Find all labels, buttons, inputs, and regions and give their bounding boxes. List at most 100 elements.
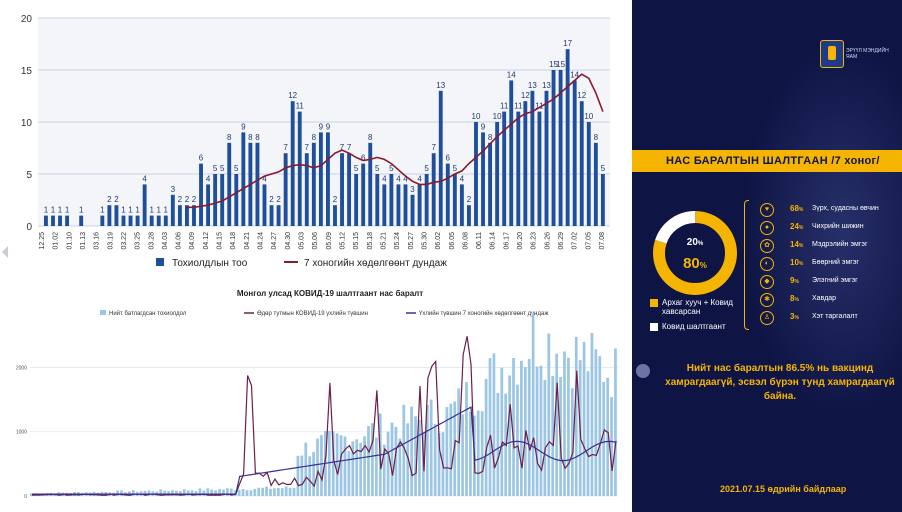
legend2-label-daily: Өдөр тутмын КОВИД-19 үхлийн түвшин	[257, 310, 368, 317]
bar-value-label: 8	[248, 133, 253, 142]
confirmed-bar	[190, 490, 194, 496]
x-tick-label: 06.02	[435, 232, 442, 250]
chart2-title: Монгол улсад КОВИД-19 шалтгаант нас бара…	[237, 290, 423, 298]
cause-row: ♙ 3% Хэт таргалалт	[760, 310, 900, 326]
cause-percent: 14%	[790, 240, 804, 249]
x-tick-label: 06.26	[544, 232, 551, 250]
bar-value-label: 6	[361, 154, 366, 163]
case-bar	[44, 215, 48, 226]
bar-value-label: 5	[234, 164, 239, 173]
cause-percent: 10%	[790, 258, 804, 267]
confirmed-bar	[398, 438, 402, 496]
cause-percent: 24%	[790, 222, 804, 231]
legend2-label-bars: Нийт батлагдсан тохиолдол	[109, 310, 187, 317]
bar-value-label: 11	[535, 102, 544, 111]
confirmed-bar	[265, 486, 268, 496]
bar-value-label: 1	[164, 206, 169, 215]
confirmed-bar	[367, 426, 370, 496]
case-bar	[142, 184, 147, 226]
x-tick-label: 03.22	[121, 232, 128, 250]
bar-value-label: 1	[100, 206, 105, 215]
confirmed-bar	[425, 404, 429, 496]
bar-value-label: 7	[431, 143, 436, 152]
confirmed-bar	[614, 348, 617, 496]
case-bar	[523, 101, 528, 226]
legend-swatch	[650, 298, 658, 307]
slide-left-charts: 0 5 10 15 20 1 1 1 1 1 1 2 2 1 1 1 4 1 1 1 3 2 2 2 6 4 5 5 8 5 9 8 8 4 2 2 7…	[0, 0, 632, 512]
case-bar	[424, 174, 429, 226]
x-tick-label: 05.27	[408, 232, 415, 250]
bar-value-label: 14	[570, 70, 579, 79]
confirmed-bar	[386, 431, 390, 496]
bar-value-label: 9	[319, 122, 324, 131]
case-bar	[410, 194, 415, 226]
confirmed-bar	[488, 358, 492, 496]
bar-value-label: 7	[347, 143, 352, 152]
case-bar	[565, 49, 570, 227]
case-bar	[170, 194, 175, 226]
x-tick-label: 06.11	[476, 232, 483, 249]
case-bar	[495, 122, 500, 226]
bar-value-label: 8	[312, 133, 317, 142]
case-bar	[340, 153, 344, 226]
death-causes-panel: ЭРҮҮЛ МЭНДИЙН ЯАМ НАС БАРАЛТЫН ШАЛТГААН …	[632, 0, 902, 512]
case-bar	[177, 205, 182, 226]
confirmed-bar	[484, 379, 488, 496]
confirmed-bar	[402, 404, 406, 496]
bar-value-label: 13	[542, 81, 551, 90]
confirmed-bar	[469, 411, 472, 496]
confirmed-bar	[335, 433, 339, 496]
confirmed-bar	[531, 312, 535, 496]
confirmed-bar	[147, 490, 151, 496]
case-bar	[283, 153, 288, 226]
bar-value-label: 1	[157, 206, 162, 215]
confirmed-bar	[602, 381, 606, 496]
confirmed-bar	[520, 360, 523, 496]
bar-value-label: 8	[227, 133, 232, 142]
case-bar	[509, 80, 514, 227]
confirmed-bar	[131, 490, 135, 496]
previous-slide-icon[interactable]	[2, 246, 8, 258]
case-bar	[290, 101, 295, 226]
bar-value-label: 2	[467, 195, 472, 204]
bar-value-label: 2	[333, 195, 338, 204]
case-bar	[58, 215, 62, 226]
cause-label: Бөөрний эмгэг	[812, 259, 859, 266]
confirmed-bar	[304, 442, 308, 496]
donut-segment	[653, 211, 737, 295]
cause-row: ● 24% Чихрийн шижин	[760, 220, 900, 236]
case-bar	[333, 205, 337, 226]
bar-value-label: 4	[396, 174, 401, 183]
bar-value-label: 2	[178, 195, 183, 204]
confirmed-bar	[390, 422, 394, 496]
confirmed-bar	[359, 442, 363, 496]
bar-value-label: 7	[283, 143, 288, 152]
confirmed-bar	[406, 423, 410, 496]
case-bar	[403, 184, 408, 226]
x-tick-label: 04.12	[203, 232, 210, 250]
cause-percent: 9%	[790, 276, 799, 285]
confirmed-bar	[476, 410, 480, 496]
confirmed-bar	[610, 396, 613, 496]
bar-value-label: 8	[488, 133, 493, 142]
liver-icon: ◆	[760, 275, 774, 289]
x-tick-label: 05.30	[421, 232, 428, 250]
x-tick-label: 07.02	[572, 232, 579, 250]
confirmed-bar	[273, 488, 276, 496]
confirmed-bar	[445, 407, 449, 496]
x-tick-label: 05.12	[339, 232, 346, 250]
y2-tick-label: 1000	[16, 430, 27, 436]
bar-value-label: 1	[44, 206, 49, 215]
confirmed-bar	[186, 490, 190, 496]
x-tick-label: 04.21	[244, 232, 251, 250]
confirmed-bar	[198, 488, 202, 496]
confirmed-bar	[508, 375, 511, 496]
case-bar	[467, 205, 471, 226]
confirmed-bar	[547, 333, 551, 496]
case-bar	[530, 90, 535, 226]
note-bullet-icon	[636, 364, 650, 378]
cause-label: Мэдрэлийн эмгэг	[812, 241, 868, 248]
confirmed-bar	[327, 430, 331, 496]
case-bar	[135, 215, 140, 226]
case-bar	[389, 174, 394, 226]
